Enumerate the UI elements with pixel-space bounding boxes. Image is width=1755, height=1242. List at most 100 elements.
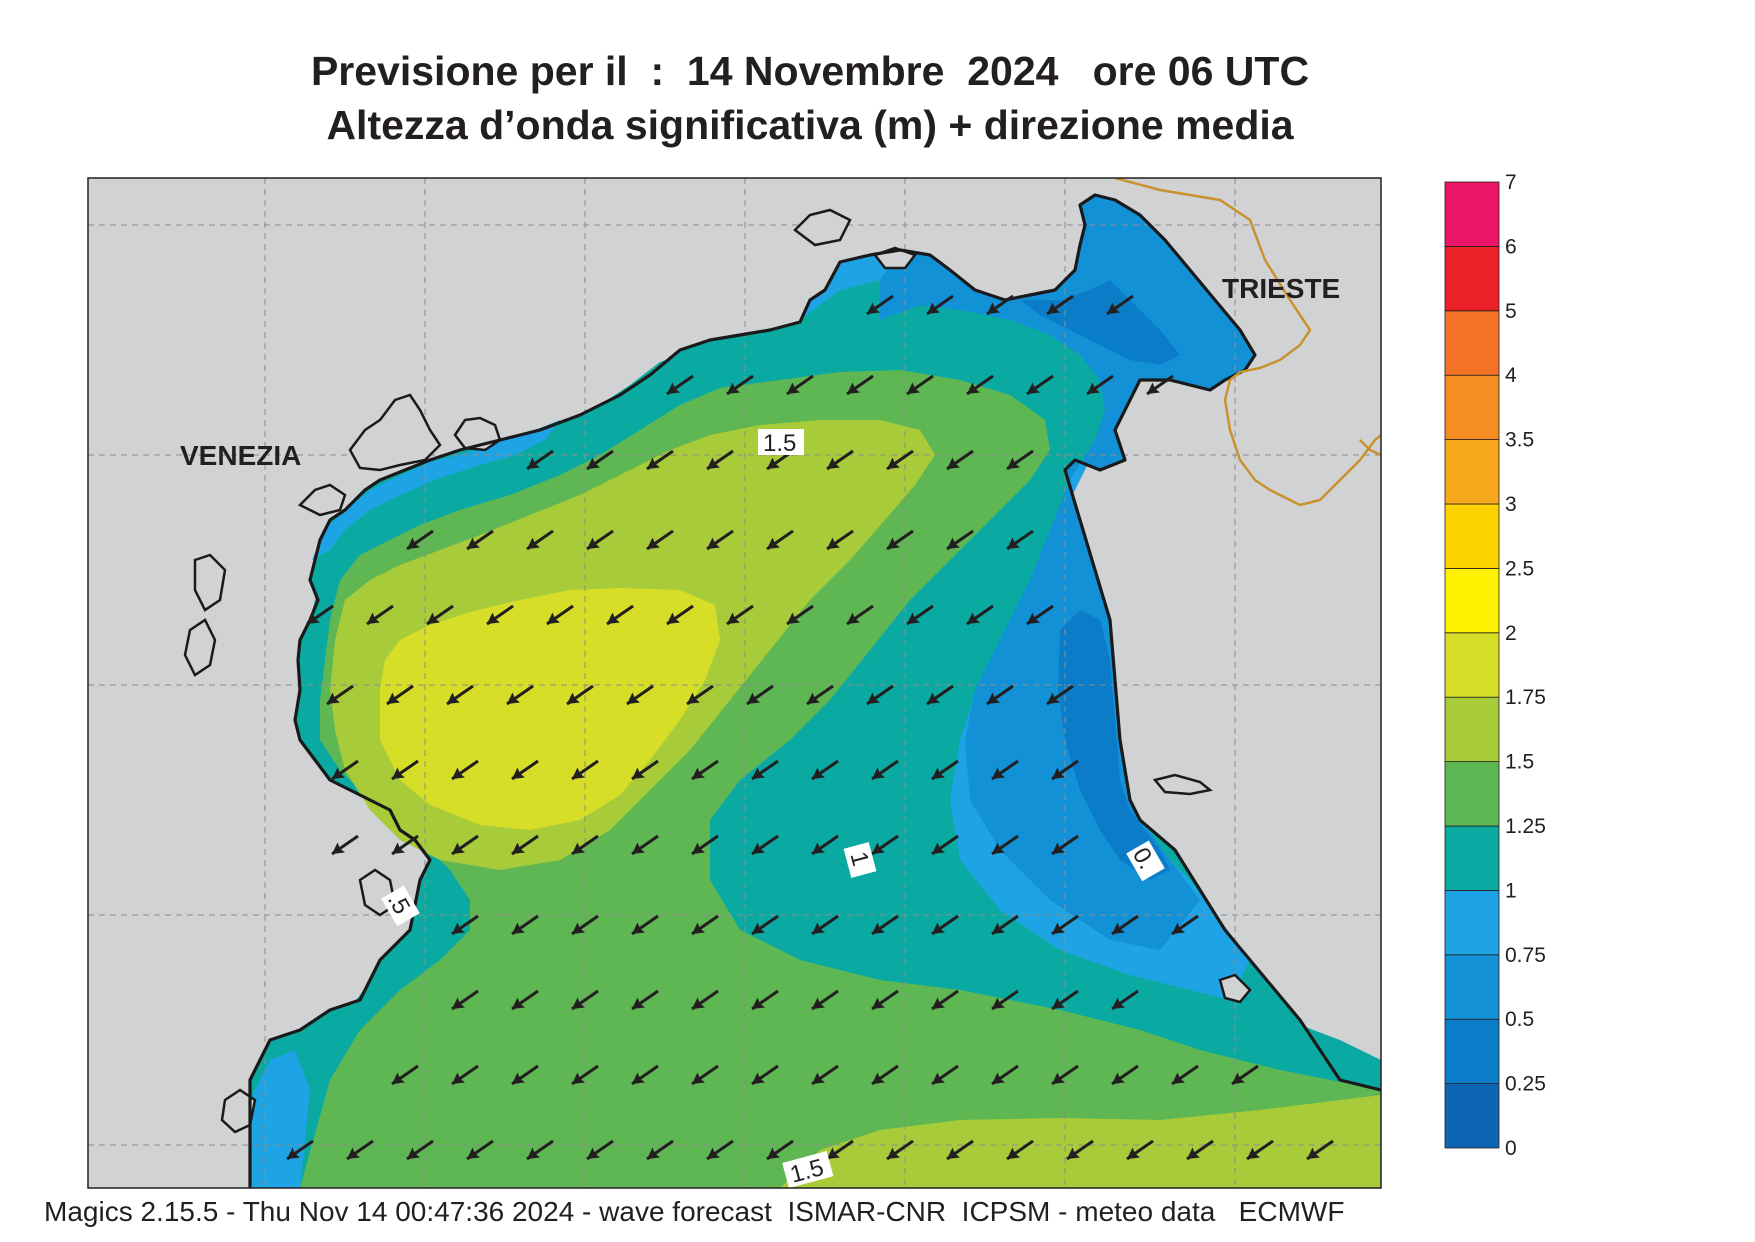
city-label-trieste: TRIESTE	[1222, 273, 1340, 304]
color-scale-tick-label: 3.5	[1505, 429, 1534, 452]
wave-arrow-head	[867, 302, 880, 314]
wave-arrow-head	[407, 1147, 420, 1159]
wave-arrow-head	[392, 842, 405, 854]
color-scale-swatch	[1444, 374, 1500, 441]
color-scale-swatch	[1444, 954, 1500, 1020]
wave-arrow-head	[287, 1147, 300, 1159]
wave-arrow-head	[932, 922, 945, 934]
wave-arrow-head	[367, 612, 380, 624]
wave-arrow-head	[1232, 1072, 1245, 1084]
wave-arrow-head	[467, 537, 480, 549]
wave-arrow-head	[452, 767, 465, 779]
wave-arrow-head	[767, 457, 780, 469]
wave-arrow-head	[1047, 302, 1060, 314]
color-scale-swatch	[1444, 761, 1500, 827]
color-scale-swatch	[1444, 825, 1500, 891]
wave-arrow-head	[1052, 767, 1065, 779]
title-line-parameter: Altezza d’onda significativa (m) + direz…	[326, 102, 1294, 148]
wave-arrow-head	[667, 612, 680, 624]
band-05-075	[880, 195, 1255, 950]
wave-arrow-head	[452, 842, 465, 854]
wave-arrow-head	[1112, 1072, 1125, 1084]
wave-arrow-head	[1247, 1147, 1260, 1159]
wave-arrow-head	[767, 1147, 780, 1159]
wave-arrow-head	[932, 1072, 945, 1084]
wave-arrow-head	[1027, 612, 1040, 624]
wave-arrow-head	[867, 692, 880, 704]
contour-label-group-3: 1	[843, 842, 877, 878]
wave-arrow-head	[847, 612, 860, 624]
wave-arrow-head	[327, 692, 340, 704]
wave-arrow-head	[752, 1072, 765, 1084]
wave-arrow-head	[907, 382, 920, 394]
wave-arrow-head	[812, 922, 825, 934]
color-scale-swatch	[1444, 568, 1500, 634]
color-scale-tick-label: 2	[1505, 622, 1517, 645]
wave-arrow-head	[992, 842, 1005, 854]
color-scale-tick-label: 5	[1505, 300, 1517, 323]
color-scale-tick-label: 7	[1505, 171, 1517, 194]
wave-arrow-head	[827, 457, 840, 469]
map-area: 1.5 1.5 1 .5 0. VENEZIA TRIESTE	[88, 178, 1381, 1188]
color-scale-tick-label: 0.5	[1505, 1008, 1534, 1031]
wave-arrow-head	[512, 997, 525, 1009]
wave-arrow-head	[1307, 1147, 1320, 1159]
national-border	[1114, 178, 1381, 507]
wave-arrow-head	[727, 612, 740, 624]
color-scale-tick-label: 0.75	[1505, 944, 1546, 967]
wave-arrow-head	[507, 692, 520, 704]
wave-arrow-head	[1052, 922, 1065, 934]
color-scale-tick-label: 3	[1505, 493, 1517, 516]
wave-arrow-head	[387, 692, 400, 704]
wave-arrow-head	[607, 612, 620, 624]
wave-arrow-head	[452, 997, 465, 1009]
wave-arrow-head	[947, 537, 960, 549]
wave-arrow-head	[1052, 997, 1065, 1009]
color-scale-tick-label: 6	[1505, 235, 1517, 258]
wave-arrow-head	[987, 302, 1000, 314]
wave-arrow-head	[332, 767, 345, 779]
wave-arrow-head	[747, 692, 760, 704]
wave-arrow-head	[812, 1072, 825, 1084]
wave-arrow-head	[632, 922, 645, 934]
wave-arrow-head	[572, 922, 585, 934]
color-scale-legend: 0 0.25 0.5 0.75 1 1.25 1.5 1.75 2 2.5 3 3.5 4 5 6 7	[1444, 171, 1546, 1160]
wave-arrow-head	[572, 767, 585, 779]
wave-arrow-head	[1087, 382, 1100, 394]
map-title: Previsione per il : 14 Novembre 2024 ore…	[0, 44, 1620, 152]
wave-arrow-head	[947, 457, 960, 469]
wave-arrow-head	[647, 537, 660, 549]
wave-arrow-head	[692, 767, 705, 779]
wave-arrow-head	[632, 997, 645, 1009]
wave-arrow-head	[692, 1072, 705, 1084]
wave-arrow-head	[392, 1072, 405, 1084]
wave-arrow-head	[907, 612, 920, 624]
wave-arrow-head	[527, 1147, 540, 1159]
wave-arrow-head	[992, 922, 1005, 934]
wave-arrow-head	[707, 1147, 720, 1159]
band-025-05	[1020, 280, 1180, 880]
wave-arrow-head	[687, 692, 700, 704]
wave-arrow-head	[752, 997, 765, 1009]
color-scale-tick-label: 0	[1505, 1137, 1517, 1160]
wave-arrow-head	[812, 997, 825, 1009]
wave-arrow-head	[872, 922, 885, 934]
wave-arrow-head	[992, 1072, 1005, 1084]
color-scale-tick-label: 2.5	[1505, 557, 1534, 580]
wave-arrow-head	[1007, 537, 1020, 549]
wave-arrow-head	[567, 692, 580, 704]
color-scale-swatch	[1444, 696, 1500, 763]
wave-arrow-head	[572, 1072, 585, 1084]
wave-arrow-head	[407, 537, 420, 549]
wave-arrow-head	[1007, 457, 1020, 469]
wave-arrow-head	[332, 842, 345, 854]
wave-arrow-head	[1172, 922, 1185, 934]
wave-arrow-head	[1027, 382, 1040, 394]
wave-arrow-head	[992, 997, 1005, 1009]
color-scale-swatch	[1444, 245, 1500, 312]
wave-arrow-head	[1147, 382, 1160, 394]
wave-arrow-head	[587, 1147, 600, 1159]
graticule	[88, 178, 1381, 1188]
wave-arrow-head	[1112, 922, 1125, 934]
wave-arrow-head	[1107, 302, 1120, 314]
